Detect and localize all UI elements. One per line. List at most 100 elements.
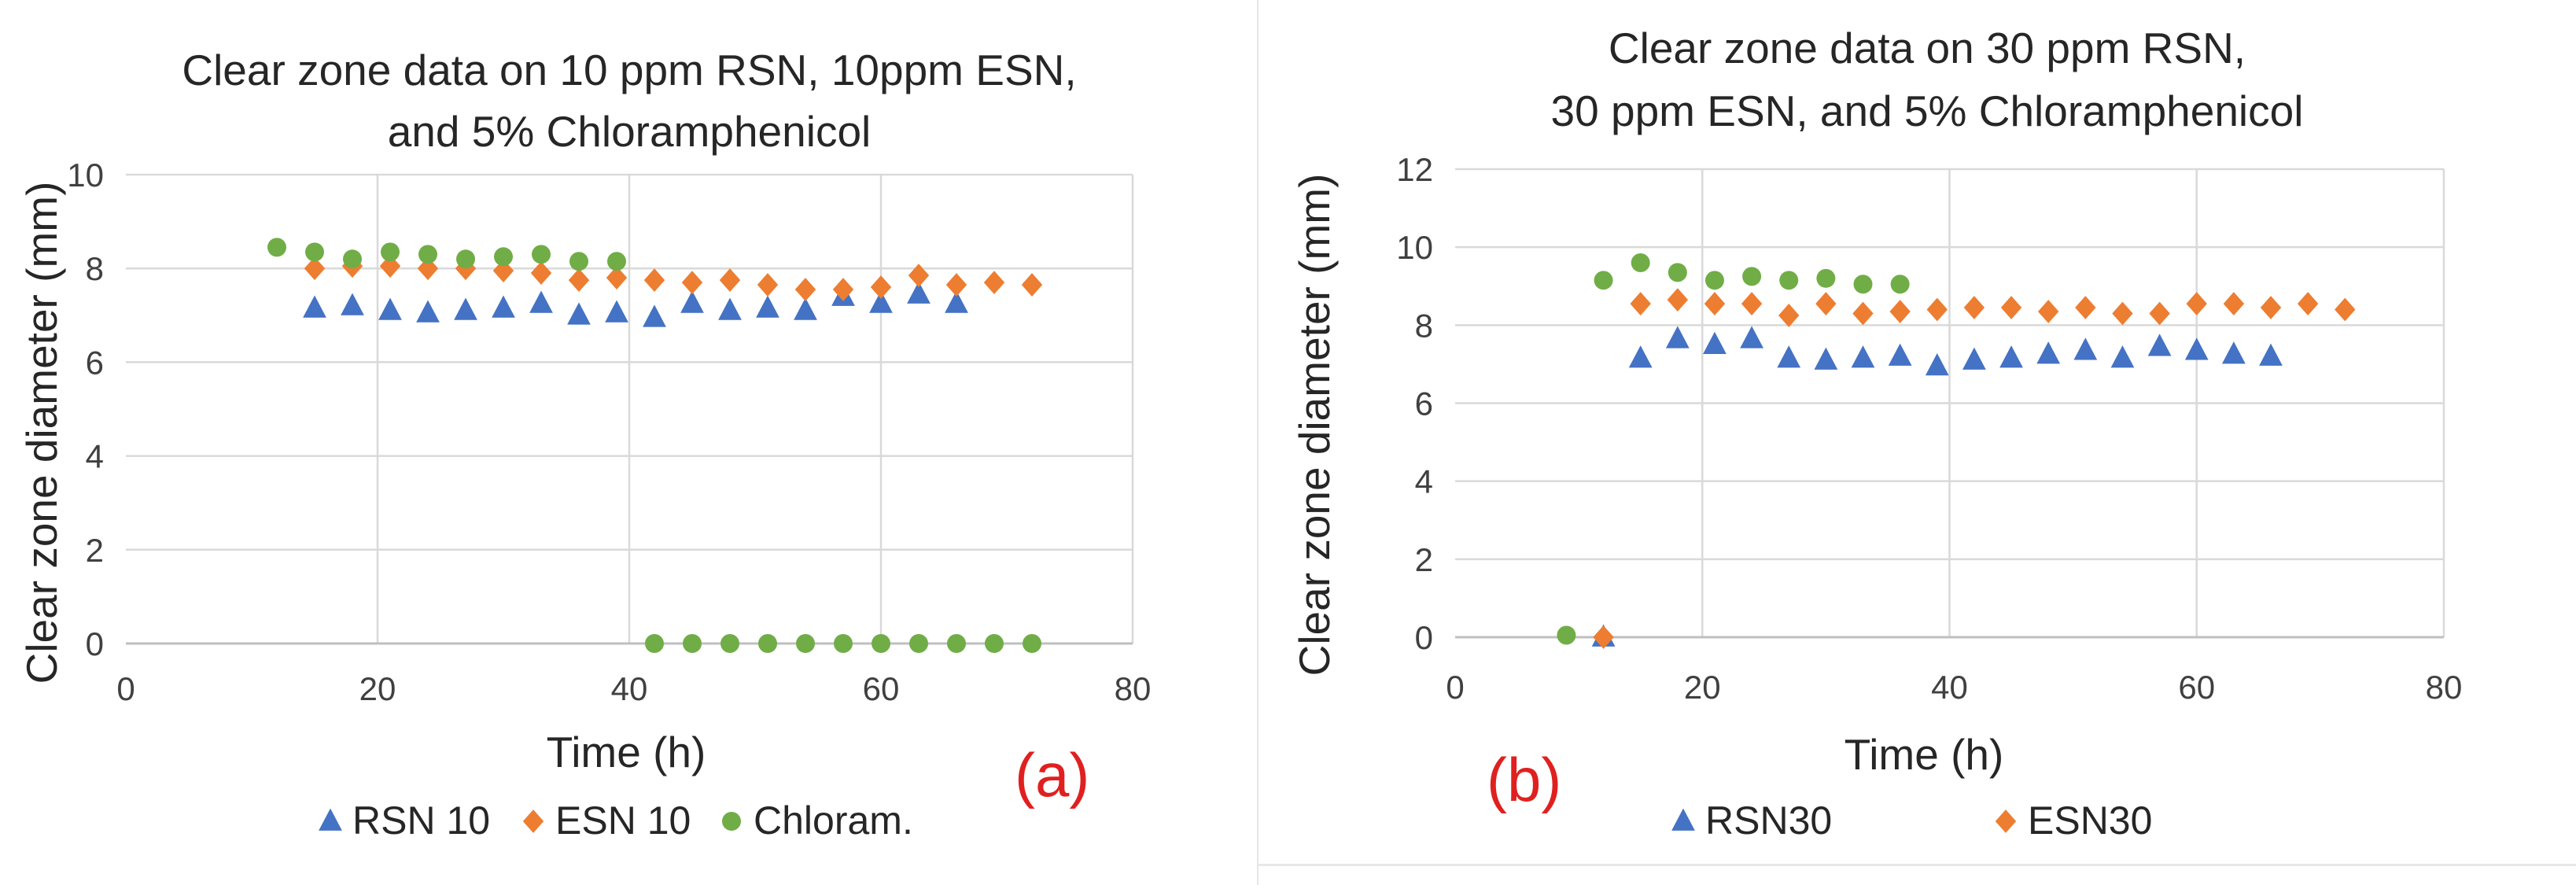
legend-a: RSN 10 ESN 10 Chloram. bbox=[319, 798, 913, 843]
x-axis-title: Time (h) bbox=[1844, 730, 2004, 779]
data-point-rsn30 bbox=[1851, 345, 1875, 368]
data-point-esn30 bbox=[2223, 292, 2245, 315]
data-point-esn30 bbox=[2335, 297, 2356, 322]
data-point-esn30 bbox=[1704, 292, 1726, 315]
data-point-rsn30 bbox=[2036, 341, 2061, 364]
data-point-chloram bbox=[1742, 267, 1762, 286]
data-point-rsn30 bbox=[1740, 326, 1763, 348]
data-point-chloram bbox=[1631, 253, 1650, 272]
data-point-rsn-10 bbox=[303, 295, 326, 318]
data-point-rsn-10 bbox=[794, 297, 817, 320]
data-point-chloram bbox=[1557, 625, 1576, 645]
data-point-esn-10 bbox=[832, 278, 854, 301]
data-point-chloram bbox=[834, 634, 853, 653]
data-point-chloram bbox=[456, 249, 475, 269]
data-point-rsn-10 bbox=[529, 290, 553, 313]
chart-title-line-2: and 5% Chloramphenicol bbox=[388, 107, 872, 156]
x-tick-label: 80 bbox=[1115, 670, 1152, 707]
data-point-esn-10 bbox=[379, 254, 401, 278]
y-tick-label: 10 bbox=[67, 157, 104, 194]
chart-panel-b: 0 2 4 6 8 10 12 0 20 40 60 80 Clear zone data on 30… bbox=[1259, 0, 2576, 885]
y-tick-label: 8 bbox=[1415, 307, 1433, 344]
data-point-chloram bbox=[1594, 271, 1613, 290]
data-point-chloram bbox=[1668, 263, 1687, 282]
data-point-esn-10 bbox=[568, 268, 590, 292]
data-point-chloram bbox=[909, 634, 928, 653]
data-point-rsn-10 bbox=[341, 293, 364, 315]
data-point-chloram bbox=[343, 249, 362, 269]
data-point-esn-10 bbox=[719, 268, 741, 292]
data-point-esn30 bbox=[2260, 296, 2282, 319]
y-tick-label: 6 bbox=[86, 344, 104, 381]
data-point-rsn30 bbox=[2184, 337, 2209, 360]
y-tick-label: 0 bbox=[1415, 619, 1433, 656]
data-point-rsn30 bbox=[2147, 334, 2172, 356]
data-point-esn-10 bbox=[304, 256, 326, 281]
data-point-chloram bbox=[683, 634, 702, 653]
data-point-chloram bbox=[1853, 275, 1873, 294]
legend-label-chloram: Chloram. bbox=[754, 798, 913, 843]
grid-a bbox=[126, 173, 1134, 643]
data-point-chloram bbox=[645, 634, 664, 653]
data-point-esn30 bbox=[2149, 301, 2170, 326]
panel-divider bbox=[1257, 0, 1259, 885]
data-point-chloram bbox=[267, 238, 286, 257]
data-point-chloram bbox=[720, 634, 739, 653]
legend-b: RSN30 ESN30 bbox=[1671, 798, 2152, 843]
x-tick-label: 20 bbox=[1684, 669, 1721, 706]
data-point-esn30 bbox=[1963, 296, 1985, 319]
data-point-chloram bbox=[1779, 271, 1799, 290]
data-point-esn30 bbox=[1815, 292, 1837, 315]
data-point-rsn30 bbox=[1703, 331, 1727, 355]
data-point-rsn30 bbox=[1777, 345, 1801, 368]
data-point-esn-10 bbox=[492, 259, 514, 283]
legend-label-esn-10: ESN 10 bbox=[555, 798, 691, 843]
data-point-esn30 bbox=[1778, 304, 1800, 327]
data-point-esn-10 bbox=[606, 266, 628, 289]
data-point-esn30 bbox=[1630, 292, 1651, 315]
legend-marker-rsn30 bbox=[1671, 808, 1695, 831]
data-point-rsn30 bbox=[2073, 337, 2098, 360]
y-tick-label: 12 bbox=[1396, 151, 1433, 188]
data-point-rsn-10 bbox=[567, 302, 591, 325]
data-point-chloram bbox=[494, 247, 513, 267]
x-tick-label: 60 bbox=[2178, 669, 2215, 706]
data-point-rsn-10 bbox=[945, 290, 968, 313]
data-point-chloram bbox=[1704, 271, 1724, 290]
data-point-rsn-10 bbox=[605, 300, 628, 323]
y-tick-label: 2 bbox=[86, 532, 104, 569]
y-tick-label: 6 bbox=[1415, 385, 1433, 422]
data-point-chloram bbox=[1890, 275, 1910, 294]
x-tick-label: 80 bbox=[2426, 669, 2463, 706]
data-point-chloram bbox=[758, 634, 777, 653]
legend-label-rsn30: RSN30 bbox=[1705, 798, 1832, 843]
legend-label-rsn-10: RSN 10 bbox=[352, 798, 490, 843]
legend-marker-esn-10 bbox=[522, 809, 544, 833]
data-point-rsn30 bbox=[2110, 345, 2135, 368]
data-point-esn-10 bbox=[908, 264, 930, 288]
y-tick-label: 4 bbox=[1415, 463, 1433, 500]
data-point-chloram bbox=[796, 634, 815, 653]
data-point-rsn30 bbox=[1888, 343, 1912, 366]
x-tick-label: 0 bbox=[116, 670, 135, 707]
y-tick-label: 10 bbox=[1396, 229, 1433, 266]
chart-b: 0 2 4 6 8 10 12 0 20 40 60 80 Clear zone data on 30… bbox=[1290, 24, 2462, 843]
data-point-rsn30 bbox=[1665, 326, 1690, 348]
data-point-esn-10 bbox=[1021, 273, 1043, 297]
legend-label-esn30: ESN30 bbox=[2028, 798, 2152, 843]
chart-a: 0 2 4 6 8 10 0 20 40 60 80 Clear zone data on 10 p… bbox=[17, 46, 1152, 843]
y-tick-label: 2 bbox=[1415, 541, 1433, 578]
axes-b: 0 2 4 6 8 10 12 0 20 40 60 80 bbox=[1396, 151, 2462, 706]
data-point-esn-10 bbox=[794, 278, 816, 301]
data-point-esn30 bbox=[2297, 292, 2319, 315]
data-point-rsn-10 bbox=[378, 297, 402, 320]
data-point-esn30 bbox=[1926, 297, 1948, 322]
data-point-rsn30 bbox=[1925, 353, 1949, 376]
chart-title-line-2: 30 ppm ESN, and 5% Chloramphenicol bbox=[1551, 87, 2304, 135]
data-point-rsn30 bbox=[2222, 341, 2246, 364]
data-point-chloram bbox=[985, 634, 1004, 653]
data-point-chloram bbox=[1816, 268, 1836, 288]
data-point-rsn-10 bbox=[756, 295, 779, 318]
data-point-esn-10 bbox=[417, 256, 439, 281]
data-point-rsn30 bbox=[1962, 347, 1986, 370]
